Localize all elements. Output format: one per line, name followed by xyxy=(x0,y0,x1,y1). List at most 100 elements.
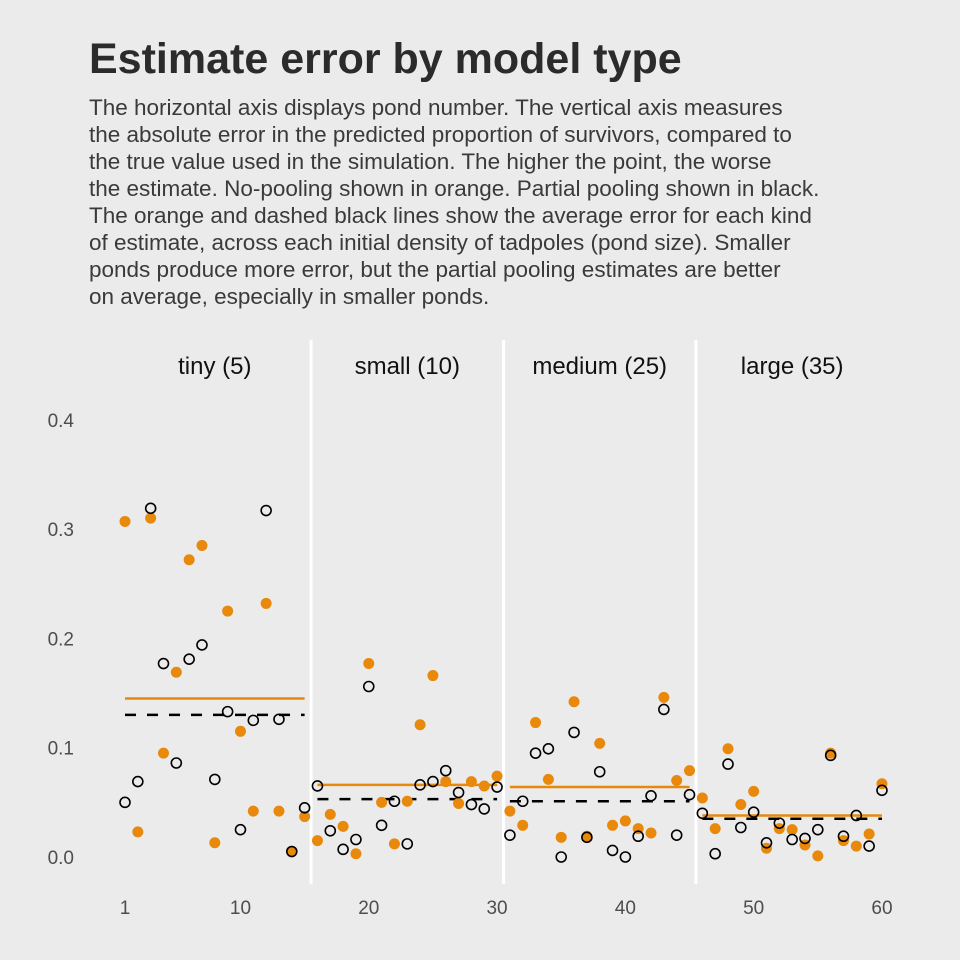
point-no-pooling xyxy=(401,795,413,807)
facet-label: large (35) xyxy=(741,353,844,380)
point-partial-pooling xyxy=(863,840,875,852)
point-partial-pooling xyxy=(786,833,798,846)
point-no-pooling xyxy=(645,827,657,839)
point-no-pooling xyxy=(453,797,465,809)
point-partial-pooling xyxy=(362,680,375,693)
point-no-pooling xyxy=(350,848,362,860)
point-no-pooling xyxy=(517,819,529,831)
point-partial-pooling xyxy=(670,829,683,841)
point-no-pooling xyxy=(273,805,285,817)
point-partial-pooling xyxy=(645,789,657,802)
point-partial-pooling xyxy=(568,726,580,739)
point-no-pooling xyxy=(658,691,670,703)
subtitle-line: The orange and dashed black lines show t… xyxy=(89,203,812,228)
point-no-pooling xyxy=(863,828,875,840)
x-tick-label: 50 xyxy=(743,898,764,919)
point-partial-pooling xyxy=(516,795,529,808)
point-no-pooling xyxy=(209,837,221,849)
subtitle-line: the true value used in the simulation. T… xyxy=(89,149,772,174)
x-tick-label: 40 xyxy=(615,898,636,919)
subtitle-line: ponds produce more error, but the partia… xyxy=(89,257,781,282)
point-partial-pooling xyxy=(581,831,593,844)
point-partial-pooling xyxy=(221,705,234,718)
point-partial-pooling xyxy=(504,829,516,841)
point-no-pooling xyxy=(260,597,272,609)
subtitle-line: The horizontal axis displays pond number… xyxy=(89,95,783,120)
chart-title: Estimate error by model type xyxy=(89,35,682,83)
subtitle-line: of estimate, across each initial density… xyxy=(89,230,791,255)
point-partial-pooling xyxy=(401,838,414,850)
point-no-pooling xyxy=(555,831,567,843)
point-partial-pooling xyxy=(837,830,850,843)
point-partial-pooling xyxy=(760,836,773,849)
point-no-pooling xyxy=(311,835,323,847)
point-partial-pooling xyxy=(196,639,208,651)
point-no-pooling xyxy=(850,840,862,852)
point-partial-pooling xyxy=(824,749,837,762)
point-no-pooling xyxy=(568,696,580,708)
x-tick-label: 1 xyxy=(120,898,131,919)
point-no-pooling xyxy=(812,850,824,862)
point-partial-pooling xyxy=(144,502,157,515)
point-partial-pooling xyxy=(876,784,888,797)
point-partial-pooling xyxy=(439,764,452,777)
point-no-pooling xyxy=(542,773,554,785)
y-tick-label: 0.0 xyxy=(48,848,74,869)
facet-label: medium (25) xyxy=(532,353,667,380)
point-partial-pooling xyxy=(285,845,298,858)
point-no-pooling xyxy=(440,776,452,788)
point-partial-pooling xyxy=(234,823,247,836)
point-no-pooling xyxy=(157,747,169,759)
point-partial-pooling xyxy=(427,775,439,788)
point-partial-pooling xyxy=(709,847,721,860)
point-partial-pooling xyxy=(183,653,195,665)
point-partial-pooling xyxy=(555,851,568,863)
point-partial-pooling xyxy=(298,802,311,814)
point-no-pooling xyxy=(671,774,683,786)
point-no-pooling xyxy=(619,815,631,827)
chart-subtitle: The horizontal axis displays pond number… xyxy=(89,95,819,309)
subtitle-line: the estimate. No-pooling shown in orange… xyxy=(89,176,819,201)
point-no-pooling xyxy=(145,512,157,524)
y-tick-label: 0.1 xyxy=(48,739,74,760)
y-tick-label: 0.4 xyxy=(48,411,75,432)
point-partial-pooling xyxy=(465,798,478,811)
x-tick-label: 30 xyxy=(486,898,507,919)
facet-label: small (10) xyxy=(355,353,460,380)
y-tick-label: 0.2 xyxy=(48,629,74,650)
point-no-pooling xyxy=(247,805,259,817)
point-partial-pooling xyxy=(529,747,542,759)
point-partial-pooling xyxy=(375,819,388,832)
point-partial-pooling xyxy=(157,657,170,670)
point-partial-pooling xyxy=(337,843,349,856)
point-partial-pooling xyxy=(324,824,337,837)
point-partial-pooling xyxy=(542,742,555,755)
point-partial-pooling xyxy=(119,796,131,809)
point-partial-pooling xyxy=(658,703,670,716)
point-partial-pooling xyxy=(619,851,632,863)
point-partial-pooling xyxy=(747,806,760,818)
point-no-pooling xyxy=(222,605,234,617)
point-partial-pooling xyxy=(209,773,221,786)
point-partial-pooling xyxy=(799,832,811,845)
point-no-pooling xyxy=(170,666,182,678)
point-partial-pooling xyxy=(722,758,734,770)
point-no-pooling xyxy=(234,725,246,737)
point-no-pooling xyxy=(786,824,798,836)
x-tick-label: 60 xyxy=(871,898,892,919)
point-partial-pooling xyxy=(735,821,747,834)
point-no-pooling xyxy=(530,717,542,729)
point-no-pooling xyxy=(119,515,131,527)
point-no-pooling xyxy=(684,765,696,777)
point-partial-pooling xyxy=(452,786,465,799)
point-partial-pooling xyxy=(260,504,272,517)
point-no-pooling xyxy=(696,792,708,804)
point-no-pooling xyxy=(478,780,490,792)
point-partial-pooling xyxy=(350,833,362,846)
subtitle-line: the absolute error in the predicted prop… xyxy=(89,122,792,147)
point-partial-pooling xyxy=(850,809,863,822)
plot-area: tiny (5) small (10) medium (25) large (35) 0… xyxy=(48,340,893,919)
point-no-pooling xyxy=(491,770,503,782)
point-no-pooling xyxy=(722,743,734,755)
